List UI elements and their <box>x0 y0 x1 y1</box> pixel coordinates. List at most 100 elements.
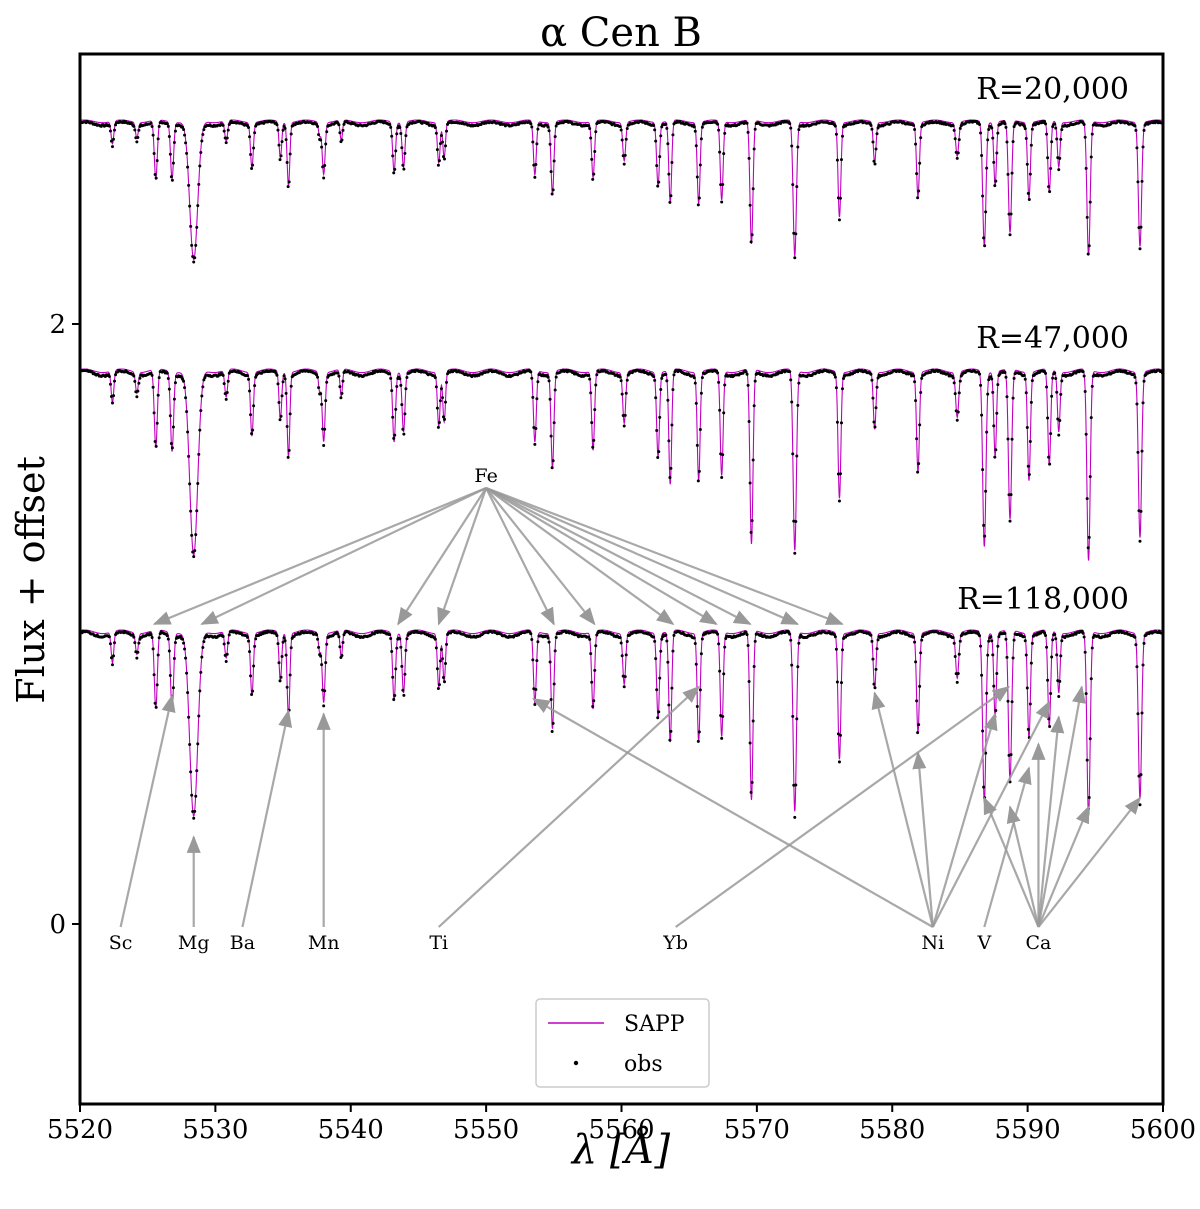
annotation-label: Ba <box>230 932 255 954</box>
obs-point <box>716 371 720 375</box>
obs-point <box>251 163 255 167</box>
obs-point <box>173 129 177 133</box>
obs-point <box>753 379 757 383</box>
obs-point <box>1008 233 1012 237</box>
obs-point <box>656 716 660 720</box>
obs-point <box>653 128 657 132</box>
obs-point <box>839 681 843 685</box>
obs-point <box>251 689 255 693</box>
annotation-ca: Ca <box>983 685 1142 954</box>
obs-point <box>529 370 533 374</box>
obs-point <box>196 742 200 746</box>
obs-point <box>750 233 754 237</box>
obs-point <box>841 648 844 652</box>
obs-point <box>595 373 599 377</box>
obs-point <box>912 635 916 639</box>
obs-point <box>835 158 839 162</box>
obs-point <box>842 376 846 380</box>
obs-point <box>976 630 980 634</box>
obs-point <box>189 509 193 513</box>
obs-point <box>956 151 960 155</box>
obs-point <box>716 632 720 636</box>
obs-point <box>548 142 552 146</box>
obs-point <box>672 373 676 377</box>
obs-point <box>133 128 137 132</box>
obs-point <box>655 164 659 168</box>
obs-point <box>753 127 757 131</box>
obs-point <box>224 397 228 401</box>
obs-point <box>199 670 203 674</box>
annotation-arrow <box>485 486 800 626</box>
obs-point <box>985 166 989 170</box>
obs-point <box>993 184 997 188</box>
obs-point <box>195 225 199 229</box>
obs-point <box>951 636 955 640</box>
obs-point <box>671 133 675 137</box>
obs-point <box>745 121 749 125</box>
obs-point <box>1045 385 1049 389</box>
obs-point <box>671 388 675 392</box>
obs-point <box>399 645 403 649</box>
obs-point <box>398 637 402 641</box>
obs-point <box>656 184 660 188</box>
obs-point <box>168 673 172 677</box>
obs-point <box>201 645 205 649</box>
obs-point <box>317 386 321 390</box>
obs-point <box>870 639 874 643</box>
obs-point <box>393 433 397 437</box>
obs-point <box>913 128 917 132</box>
obs-point <box>794 783 798 787</box>
obs-point <box>958 126 962 130</box>
obs-point <box>184 141 188 145</box>
obs-point <box>990 377 994 381</box>
obs-point <box>1139 225 1143 229</box>
obs-point <box>1027 472 1031 476</box>
obs-point <box>323 427 327 431</box>
obs-point <box>187 715 191 719</box>
obs-point <box>696 479 700 483</box>
annotation-label: Mg <box>178 932 210 954</box>
obs-point <box>436 425 440 429</box>
obs-point <box>157 124 161 128</box>
obs-point <box>113 379 117 383</box>
obs-point <box>221 635 225 639</box>
obs-point <box>445 129 449 133</box>
obs-point <box>324 661 328 665</box>
obs-point <box>1049 167 1053 171</box>
obs-point <box>834 132 838 136</box>
obs-point <box>917 462 921 466</box>
obs-point <box>167 649 171 653</box>
obs-point <box>536 640 540 644</box>
obs-point <box>320 402 324 406</box>
obs-point <box>192 816 196 820</box>
obs-point <box>152 152 156 156</box>
plot-frame <box>78 52 1165 1106</box>
obs-point <box>132 635 136 639</box>
obs-point <box>795 717 799 721</box>
obs-point <box>958 379 962 383</box>
obs-point <box>153 172 157 176</box>
obs-point <box>1026 191 1030 195</box>
obs-point <box>107 635 111 639</box>
obs-point <box>1057 433 1061 437</box>
obs-point <box>916 731 920 735</box>
obs-point <box>957 138 961 142</box>
obs-point <box>986 392 990 396</box>
obs-point <box>165 371 169 375</box>
obs-point <box>135 656 139 660</box>
obs-point <box>222 642 226 646</box>
obs-point <box>394 667 398 671</box>
obs-point <box>114 373 118 377</box>
obs-point <box>920 638 924 642</box>
obs-point <box>832 372 836 376</box>
obs-point <box>692 125 696 129</box>
obs-point <box>552 159 556 163</box>
obs-point <box>284 391 288 395</box>
obs-point <box>912 374 916 378</box>
obs-point <box>547 129 551 133</box>
obs-point <box>183 133 187 137</box>
obs-point <box>716 122 720 126</box>
annotation-arrow <box>1037 796 1142 928</box>
obs-point <box>748 203 752 207</box>
obs-point <box>915 437 919 441</box>
